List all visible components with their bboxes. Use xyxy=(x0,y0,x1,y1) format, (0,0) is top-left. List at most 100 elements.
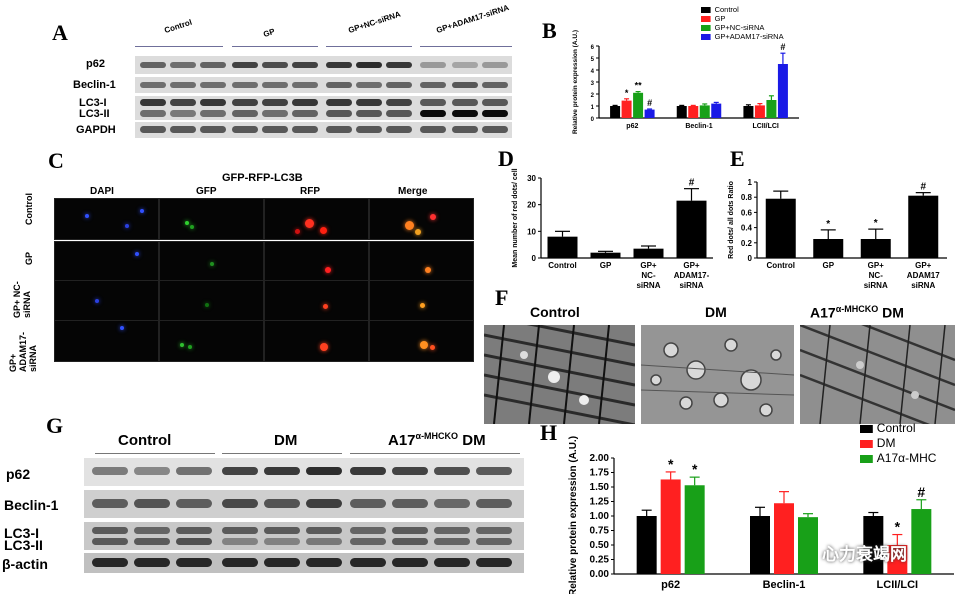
legend-label: GP+NC-siRNA xyxy=(715,23,765,32)
significance-mark: * xyxy=(895,519,901,535)
blot-band xyxy=(434,499,470,508)
blot-band xyxy=(140,126,166,133)
fluorescent-spot xyxy=(430,345,435,350)
fluorescence-image xyxy=(159,320,264,362)
chart-b: 0 1 2 3 4 5 6 Relative protein expression (A.U.… xyxy=(572,5,799,134)
blot-band xyxy=(350,467,386,475)
category-label: GP+ xyxy=(683,261,700,270)
blot-band xyxy=(392,527,428,534)
bar xyxy=(887,545,908,574)
group-line xyxy=(222,453,342,454)
em-label-dm: DM xyxy=(705,304,727,320)
bar xyxy=(610,106,621,118)
y-tick-label: 3 xyxy=(591,81,595,87)
bar xyxy=(911,509,932,574)
blot-band xyxy=(476,499,512,508)
y-tick-label: 1.00 xyxy=(590,511,610,522)
fluorescent-spot xyxy=(295,229,300,234)
legend-swatch xyxy=(701,16,711,22)
fluorescent-spot xyxy=(120,326,124,330)
significance-mark: * xyxy=(826,219,830,230)
watermark: 心力衰竭网 xyxy=(822,545,907,564)
category-label: Control xyxy=(767,261,795,270)
bar xyxy=(754,105,765,118)
blot-band xyxy=(232,82,258,88)
fluorescent-spot xyxy=(125,224,129,228)
group-line xyxy=(420,46,512,47)
blot-band xyxy=(292,126,318,133)
blot-band xyxy=(452,62,478,68)
category-label: NC- xyxy=(869,271,884,280)
blot-band xyxy=(262,110,288,117)
g-group-dm: DM xyxy=(274,432,298,449)
row-label-lc3ii: LC3-II xyxy=(79,108,110,120)
g-group-ko-dm: DM xyxy=(462,432,486,449)
y-tick-label: 0.6 xyxy=(741,208,753,217)
bar xyxy=(750,516,770,574)
blot-band xyxy=(350,558,386,567)
blot-band xyxy=(170,126,196,133)
g-row-p62: p62 xyxy=(6,466,31,482)
row-label-beclin: Beclin-1 xyxy=(73,79,116,91)
fluorescence-image xyxy=(54,280,159,322)
bar xyxy=(590,252,621,258)
fluorescence-image xyxy=(159,280,264,322)
blot-band xyxy=(92,467,128,475)
blot-band xyxy=(350,499,386,508)
category-label: GP+ xyxy=(640,261,657,270)
y-tick-label: 0 xyxy=(532,254,537,263)
blot-band xyxy=(452,82,478,88)
fluorescent-spot xyxy=(305,219,314,228)
y-tick-label: 0.75 xyxy=(590,526,610,537)
blot-band xyxy=(200,110,226,117)
em-label-ko-base: A17 xyxy=(810,304,836,321)
group-label: GP xyxy=(262,26,276,39)
bar xyxy=(743,106,754,118)
bar xyxy=(684,485,705,574)
panel-label-d: D xyxy=(498,146,514,171)
fluorescent-spot xyxy=(323,304,328,309)
blot-band xyxy=(264,527,300,534)
blot-band xyxy=(392,499,428,508)
fluorescence-image xyxy=(54,320,159,362)
blot-band xyxy=(170,99,196,106)
blot-band xyxy=(92,527,128,534)
blot-band xyxy=(134,499,170,508)
bar xyxy=(765,198,796,258)
significance-mark: # xyxy=(689,178,695,189)
y-tick-label: 0.2 xyxy=(741,239,753,248)
category-label: ADAM17- xyxy=(674,271,710,280)
fluorescent-spot xyxy=(430,214,436,220)
bar xyxy=(777,64,788,118)
blot-band xyxy=(134,527,170,534)
group-line xyxy=(95,453,215,454)
blot-band xyxy=(262,82,288,88)
em-image-control xyxy=(484,325,635,424)
blot-band xyxy=(140,62,166,68)
y-tick-label: 10 xyxy=(527,227,536,236)
blot-band xyxy=(420,62,446,68)
blot-band xyxy=(222,467,258,475)
fluorescent-spot xyxy=(85,214,89,218)
legend-swatch xyxy=(701,7,711,13)
y-tick-label: 1 xyxy=(591,105,595,111)
category-label: ADAM17 xyxy=(907,271,940,280)
blot-strip xyxy=(135,96,512,120)
y-tick-label: 6 xyxy=(591,45,595,51)
significance-mark: # xyxy=(917,484,925,500)
panel-c-title: GFP-RFP-LC3B xyxy=(222,172,303,184)
blot-band xyxy=(452,126,478,133)
category-label: siRNA xyxy=(864,281,888,290)
group-line xyxy=(350,453,520,454)
group-line xyxy=(232,46,318,47)
fluorescence-image xyxy=(369,198,474,240)
blot-band xyxy=(392,538,428,545)
fluorescent-spot xyxy=(420,303,425,308)
blot-band xyxy=(434,467,470,475)
category-label: Beclin-1 xyxy=(685,123,712,130)
fluorescence-image xyxy=(264,320,369,362)
row-label-lc3i: LC3-I xyxy=(79,97,107,109)
fluorescence-image xyxy=(264,198,369,240)
fluorescent-spot xyxy=(320,227,327,234)
blot-band xyxy=(350,527,386,534)
